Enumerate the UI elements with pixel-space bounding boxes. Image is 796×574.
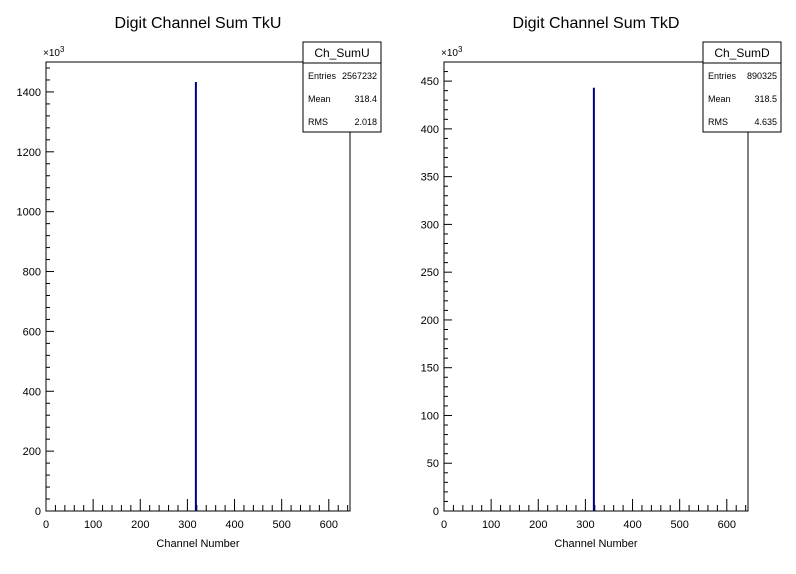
stats-box: Ch_SumU Entries 2567232 Mean 318.4 RMS 2.018	[302, 41, 382, 133]
y-tick-label: 400	[421, 124, 439, 136]
stats-box: Ch_SumD Entries 890325 Mean 318.5 RMS 4.635	[702, 41, 782, 133]
y-multiplier-label: ×103	[43, 45, 65, 59]
x-tick-label: 200	[131, 519, 149, 531]
y-tick-label: 0	[433, 506, 439, 518]
x-tick-label: 500	[670, 519, 688, 531]
y-tick-label: 50	[427, 458, 439, 470]
stats-row-value: 318.5	[754, 94, 777, 104]
stats-row-label: Mean	[308, 94, 331, 104]
y-tick-label: 100	[421, 410, 439, 422]
stats-row-label: Entries	[308, 71, 337, 81]
y-tick-label: 1000	[17, 207, 41, 219]
y-tick-label: 0	[35, 506, 41, 518]
y-tick-label: 250	[421, 267, 439, 279]
y-tick-label: 200	[23, 446, 41, 458]
stats-row-value: 2.018	[354, 117, 377, 127]
y-tick-label: 150	[421, 363, 439, 375]
x-tick-label: 300	[178, 519, 196, 531]
x-tick-label: 400	[623, 519, 641, 531]
stats-row-value: 4.635	[754, 117, 777, 127]
stats-box-frame	[702, 41, 782, 133]
x-tick-label: 400	[225, 519, 243, 531]
x-tick-label: 100	[84, 519, 102, 531]
x-tick-label: 200	[529, 519, 547, 531]
y-tick-label: 450	[421, 76, 439, 88]
x-tick-label: 100	[482, 519, 500, 531]
x-tick-label: 600	[320, 519, 338, 531]
y-tick-label: 600	[23, 326, 41, 338]
x-tick-label: 0	[441, 519, 447, 531]
stats-box-frame	[302, 41, 382, 133]
stats-name: Ch_SumU	[314, 46, 369, 60]
x-tick-label: 0	[43, 519, 49, 531]
chart-title: Digit Channel Sum TkU	[115, 15, 282, 32]
stats-name: Ch_SumD	[714, 46, 770, 60]
stats-row-value: 2567232	[342, 71, 377, 81]
y-tick-label: 1400	[17, 87, 41, 99]
histogram-pad-1: Digit Channel Sum TkU0200400600800100012…	[17, 15, 382, 550]
histogram-pad-2: Digit Channel Sum TkD 0 50 100 150 200 250 300 3…	[421, 15, 782, 550]
y-tick-label: 800	[23, 267, 41, 279]
x-tick-label: 600	[718, 519, 736, 531]
x-tick-label: 500	[272, 519, 290, 531]
y-tick-label: 1200	[17, 147, 41, 159]
stats-row-value: 318.4	[354, 94, 377, 104]
y-tick-label: 200	[421, 315, 439, 327]
stats-row-label: RMS	[308, 117, 328, 127]
y-multiplier-label: ×103	[441, 45, 463, 59]
y-tick-label: 350	[421, 172, 439, 184]
plot-frame	[45, 61, 351, 512]
x-tick-label: 300	[576, 519, 594, 531]
chart-title: Digit Channel Sum TkD	[513, 15, 680, 32]
y-tick-label: 400	[23, 386, 41, 398]
stats-row-label: Entries	[708, 71, 737, 81]
plot-frame	[443, 61, 749, 512]
x-axis-label: Channel Number	[554, 538, 637, 550]
x-axis-label: Channel Number	[156, 538, 239, 550]
stats-row-label: Mean	[708, 94, 731, 104]
stats-row-label: RMS	[708, 117, 728, 127]
y-tick-label: 300	[421, 219, 439, 231]
stats-row-value: 890325	[747, 71, 777, 81]
